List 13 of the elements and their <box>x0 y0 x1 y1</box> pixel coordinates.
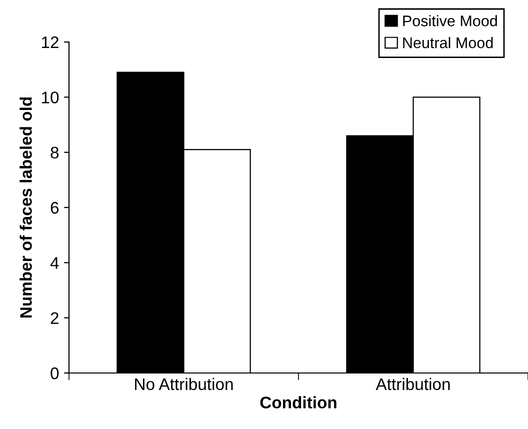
y-axis-title: Number of faces labeled old <box>20 97 32 318</box>
x-tick-label: No Attribution <box>135 378 233 390</box>
y-tick-label: 8 <box>50 146 59 159</box>
legend-label: Positive Mood <box>403 15 497 26</box>
y-tick-label: 6 <box>50 202 59 214</box>
legend-label: Neutral Mood <box>403 36 493 48</box>
y-tick-label: 4 <box>50 257 59 269</box>
x-axis-title: Condition <box>260 396 336 408</box>
y-tick-label: 0 <box>50 367 59 380</box>
y-tick-label: 10 <box>42 92 59 104</box>
y-tick-label: 2 <box>50 312 58 324</box>
x-tick-label: Attribution <box>376 378 450 390</box>
y-tick-label: 12 <box>42 36 58 48</box>
